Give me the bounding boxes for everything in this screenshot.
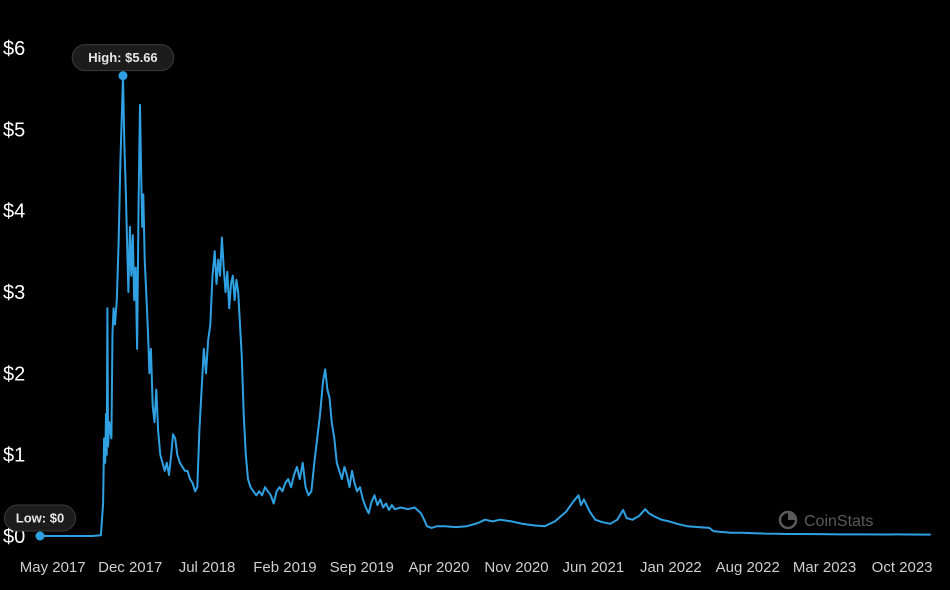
- x-tick-label: Oct 2023: [872, 559, 933, 576]
- y-tick-label: $1: [3, 445, 25, 467]
- x-tick-label: Apr 2020: [409, 559, 470, 576]
- x-tick-label: Aug 2022: [716, 559, 780, 576]
- annotation-label: High: $5.66: [88, 50, 157, 65]
- x-tick-label: Mar 2023: [793, 559, 856, 576]
- y-tick-label: $2: [3, 363, 25, 385]
- x-axis-ticks: May 2017 Dec 2017 Jul 2018 Feb 2019 Sep 2019…: [20, 559, 933, 576]
- y-tick-label: $3: [3, 282, 25, 304]
- annotations: High: $5.66 Low: $0: [3, 44, 175, 541]
- x-tick-label: Nov 2020: [484, 559, 548, 576]
- x-tick-label: Feb 2019: [253, 559, 316, 576]
- series-line: [39, 74, 931, 537]
- marker-dot: [118, 71, 128, 81]
- annotation-pill: [3, 504, 77, 532]
- x-tick-label: Jun 2021: [562, 559, 624, 576]
- y-tick-label: $5: [3, 119, 25, 141]
- x-tick-label: Sep 2019: [330, 559, 394, 576]
- x-tick-label: Dec 2017: [98, 559, 162, 576]
- x-tick-label: May 2017: [20, 559, 86, 576]
- marker-dot: [35, 531, 45, 541]
- y-axis-ticks: $0$1$2$3$4$5$6: [3, 38, 25, 548]
- watermark-text: CoinStats: [804, 513, 873, 530]
- high-annotation: High: $5.66: [71, 44, 175, 81]
- annotation-label: Low: $0: [16, 511, 64, 526]
- coinstats-watermark: CoinStats: [778, 510, 873, 530]
- x-tick-label: Jan 2022: [640, 559, 702, 576]
- x-tick-label: Jul 2018: [179, 559, 236, 576]
- coinstats-logo-icon: [778, 510, 798, 530]
- y-tick-label: $6: [3, 38, 25, 60]
- y-tick-label: $4: [3, 201, 25, 223]
- low-annotation: Low: $0: [3, 504, 77, 541]
- annotation-pill: [71, 44, 175, 72]
